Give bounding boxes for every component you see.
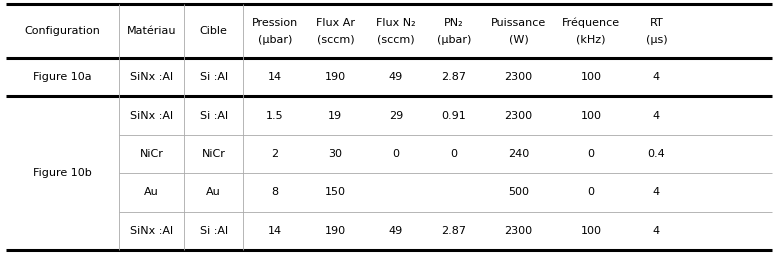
Text: 19: 19: [328, 110, 342, 121]
Text: SiNx :Al: SiNx :Al: [130, 72, 173, 82]
Text: 500: 500: [508, 187, 529, 197]
Text: NiCr: NiCr: [139, 149, 163, 159]
Text: 0: 0: [587, 149, 594, 159]
Text: Au: Au: [206, 187, 221, 197]
Text: SiNx :Al: SiNx :Al: [130, 110, 173, 121]
Text: 4: 4: [653, 226, 660, 236]
Text: PN₂: PN₂: [444, 18, 464, 28]
Text: 190: 190: [325, 72, 346, 82]
Text: 29: 29: [389, 110, 403, 121]
Text: 4: 4: [653, 187, 660, 197]
Text: 2300: 2300: [504, 72, 532, 82]
Text: (μbar): (μbar): [437, 35, 471, 45]
Text: Fréquence: Fréquence: [562, 18, 620, 28]
Text: (μbar): (μbar): [258, 35, 292, 45]
Text: 2.87: 2.87: [442, 72, 467, 82]
Text: Pression: Pression: [252, 18, 298, 28]
Text: Si :Al: Si :Al: [199, 110, 228, 121]
Text: 2: 2: [272, 149, 279, 159]
Text: NiCr: NiCr: [202, 149, 226, 159]
Text: 4: 4: [653, 110, 660, 121]
Text: RT: RT: [650, 18, 663, 28]
Text: Au: Au: [144, 187, 159, 197]
Text: 14: 14: [268, 226, 282, 236]
Text: 1.5: 1.5: [266, 110, 284, 121]
Text: 0.4: 0.4: [647, 149, 665, 159]
Text: Flux N₂: Flux N₂: [376, 18, 415, 28]
Text: Figure 10a: Figure 10a: [33, 72, 92, 82]
Text: Flux Ar: Flux Ar: [316, 18, 355, 28]
Text: 0.91: 0.91: [442, 110, 467, 121]
Text: 30: 30: [328, 149, 342, 159]
Text: 190: 190: [325, 226, 346, 236]
Text: (sccm): (sccm): [317, 35, 354, 45]
Text: Configuration: Configuration: [25, 26, 100, 36]
Text: 2300: 2300: [504, 110, 532, 121]
Text: 0: 0: [450, 149, 457, 159]
Text: (kHz): (kHz): [576, 35, 606, 45]
Text: 0: 0: [392, 149, 399, 159]
Text: 49: 49: [389, 226, 403, 236]
Text: Si :Al: Si :Al: [199, 226, 228, 236]
Text: 49: 49: [389, 72, 403, 82]
Text: Cible: Cible: [200, 26, 227, 36]
Text: Matériau: Matériau: [127, 26, 177, 36]
Text: 14: 14: [268, 72, 282, 82]
Text: Puissance: Puissance: [491, 18, 546, 28]
Text: Figure 10b: Figure 10b: [33, 168, 92, 178]
Text: (μs): (μs): [646, 35, 668, 45]
Text: 100: 100: [580, 226, 601, 236]
Text: 2300: 2300: [504, 226, 532, 236]
Text: 4: 4: [653, 72, 660, 82]
Text: 2.87: 2.87: [442, 226, 467, 236]
Text: SiNx :Al: SiNx :Al: [130, 226, 173, 236]
Text: (sccm): (sccm): [377, 35, 415, 45]
Text: 100: 100: [580, 110, 601, 121]
Text: (W): (W): [509, 35, 528, 45]
Text: 8: 8: [272, 187, 279, 197]
Text: 100: 100: [580, 72, 601, 82]
Text: 150: 150: [325, 187, 346, 197]
Text: 240: 240: [508, 149, 529, 159]
Text: Si :Al: Si :Al: [199, 72, 228, 82]
Text: 0: 0: [587, 187, 594, 197]
